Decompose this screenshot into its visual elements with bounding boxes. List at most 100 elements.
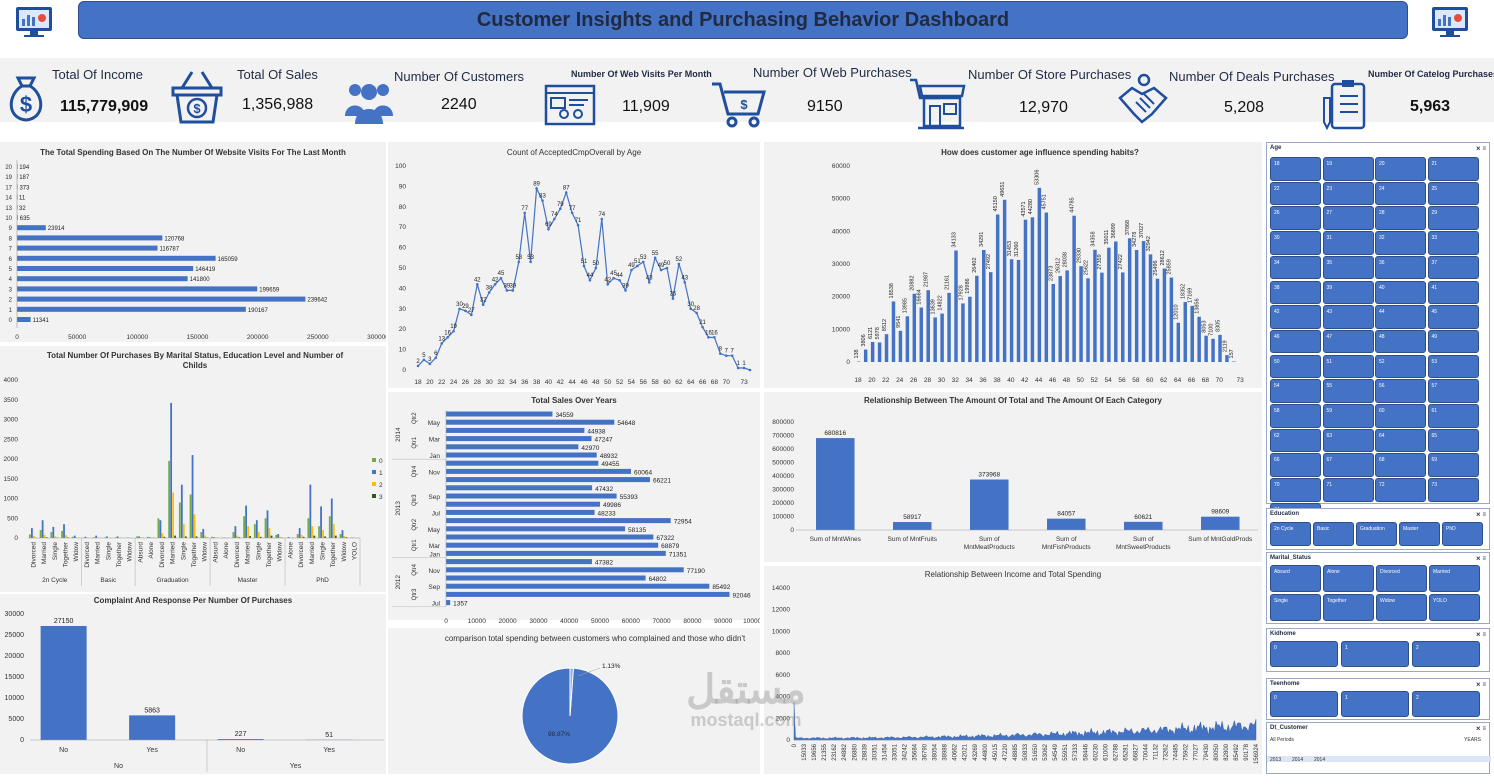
slicer-item[interactable]: 63 [1322, 428, 1374, 453]
slicer-item[interactable]: 66 [1270, 453, 1321, 477]
slicer-item[interactable]: 43 [1322, 305, 1374, 329]
slicer-item[interactable]: 29 [1427, 206, 1479, 230]
slicer-item[interactable]: 33 [1427, 231, 1479, 255]
clear-filter-icon[interactable]: ⨯ ≡ [1475, 512, 1486, 518]
slicer-item[interactable]: 72 [1375, 478, 1426, 502]
slicer-item[interactable]: 54 [1270, 379, 1321, 403]
slicer-item[interactable]: 59 [1322, 404, 1374, 428]
slicer-item[interactable]: 60 [1375, 404, 1426, 428]
slicer-item[interactable]: 19 [1322, 157, 1374, 181]
slicer-item[interactable]: Master [1399, 522, 1440, 546]
clear-filter-icon[interactable]: ⨯ ≡ [1475, 146, 1486, 152]
slicer-item[interactable]: 46 [1270, 329, 1321, 354]
slicer-item[interactable]: 1 [1341, 691, 1409, 717]
slicer-item[interactable]: 45 [1427, 305, 1479, 329]
data-label: 53306 [1035, 170, 1041, 185]
slicer-item[interactable]: 42 [1270, 305, 1321, 329]
slicer-item[interactable]: 1 [1341, 641, 1409, 667]
slicer-item[interactable]: 36 [1375, 255, 1426, 280]
slicer-item[interactable]: Alone [1323, 565, 1374, 592]
slicer-item[interactable]: 68 [1375, 453, 1426, 477]
data-label: 35011 [1104, 230, 1110, 245]
slicer-item[interactable]: 22 [1270, 181, 1321, 206]
slicer-item[interactable]: 26 [1270, 206, 1321, 230]
slicer-item[interactable]: 51 [1322, 354, 1374, 379]
slicer-item[interactable]: 39 [1322, 280, 1374, 304]
slicer-item[interactable]: 20 [1375, 157, 1426, 181]
slicer-item[interactable]: 32 [1375, 231, 1426, 255]
slicer-item[interactable]: 50 [1270, 354, 1321, 379]
slicer-item[interactable]: 40 [1375, 280, 1426, 304]
slicer-item[interactable]: Single [1270, 594, 1321, 621]
slicer-item[interactable]: 53 [1427, 354, 1479, 379]
slicer-item[interactable]: 0 [1270, 691, 1338, 717]
slicer-item[interactable]: Graduation [1356, 522, 1397, 546]
slicer-item[interactable]: 30 [1270, 231, 1321, 255]
slicer-item[interactable]: 55 [1322, 379, 1374, 403]
slicer-item[interactable]: 73 [1427, 478, 1479, 502]
timeline-year[interactable]: 2014 [1314, 757, 1326, 763]
data-label: 32 [480, 298, 487, 304]
timeline-year[interactable]: 2014 [1292, 757, 1304, 763]
x-tick-label: 40 [545, 379, 553, 386]
slicer-item[interactable]: 21 [1427, 157, 1479, 181]
slicer-item[interactable]: 34 [1270, 255, 1321, 280]
data-label: 32 [19, 206, 26, 212]
slicer-item[interactable]: PhD [1442, 522, 1483, 546]
slicer-item[interactable]: Together [1323, 594, 1374, 621]
clear-filter-icon[interactable]: ⨯ ≡ [1475, 556, 1486, 562]
slicer-item[interactable]: 71 [1322, 478, 1374, 502]
slicer-item[interactable]: 18 [1270, 157, 1321, 181]
slicer-item[interactable]: Widow [1376, 594, 1427, 621]
slicer-item[interactable]: 37 [1427, 255, 1479, 280]
x-tick-label: 44 [1035, 377, 1043, 384]
timeline-scroll-track[interactable] [1267, 756, 1491, 762]
bar [341, 530, 344, 538]
data-label: 77190 [687, 568, 705, 575]
clear-filter-icon[interactable]: ⨯ ≡ [1475, 632, 1486, 638]
slicer-item[interactable]: 23 [1322, 181, 1374, 206]
slicer-item[interactable]: 2 [1412, 641, 1480, 667]
clear-filter-icon[interactable]: ⨯ ≡ [1475, 726, 1486, 732]
slicer-item[interactable]: 48 [1375, 329, 1426, 354]
slicer-item[interactable]: 65 [1427, 428, 1479, 453]
slicer-item[interactable]: Divorced [1376, 565, 1427, 592]
slicer-item[interactable]: 41 [1427, 280, 1479, 304]
slicer-item[interactable]: 62 [1270, 428, 1321, 453]
slicer-item[interactable]: 58 [1270, 404, 1321, 428]
data-label: 54648 [617, 420, 635, 427]
slicer-item[interactable]: YOLO [1429, 594, 1480, 621]
slicer-item[interactable]: 27 [1322, 206, 1374, 230]
bar [926, 290, 930, 362]
data-label: 635 [20, 216, 31, 222]
slicer-item[interactable]: 35 [1322, 255, 1374, 280]
slicer-item[interactable]: 38 [1270, 280, 1321, 304]
slicer-item[interactable]: 2n Cycle [1270, 522, 1311, 546]
slicer-item[interactable]: 0 [1270, 641, 1338, 667]
slicer-item[interactable]: 25 [1427, 181, 1479, 206]
x-tick-label: 35684 [913, 743, 919, 760]
slicer-item[interactable]: 61 [1427, 404, 1479, 428]
clear-filter-icon[interactable]: ⨯ ≡ [1475, 682, 1486, 688]
slicer-item[interactable]: 56 [1375, 379, 1426, 403]
x-tick-label: 62 [1160, 377, 1168, 384]
slicer-item[interactable]: 52 [1375, 354, 1426, 379]
slicer-item[interactable]: 28 [1375, 206, 1426, 230]
slicer-item[interactable]: 64 [1375, 428, 1426, 453]
slicer-item[interactable]: 44 [1375, 305, 1426, 329]
slicer-item[interactable]: 24 [1375, 181, 1426, 206]
slicer-item[interactable]: 70 [1270, 478, 1321, 502]
slicer-item[interactable]: Absurd [1270, 565, 1321, 592]
x-tick-label: 45015 [993, 743, 999, 760]
slicer-item[interactable]: 57 [1427, 379, 1479, 403]
slicer-item[interactable]: 69 [1427, 453, 1479, 477]
slicer-item[interactable]: 49 [1427, 329, 1479, 354]
slicer-item[interactable]: Basic [1313, 522, 1354, 546]
slicer-item[interactable]: 67 [1322, 453, 1374, 477]
timeline-year[interactable]: 2013 [1270, 757, 1282, 763]
slicer-item[interactable]: 47 [1322, 329, 1374, 354]
slicer-item[interactable]: Married [1429, 565, 1480, 592]
bar [259, 536, 262, 538]
slicer-item[interactable]: 2 [1412, 691, 1480, 717]
slicer-item[interactable]: 31 [1322, 231, 1374, 255]
